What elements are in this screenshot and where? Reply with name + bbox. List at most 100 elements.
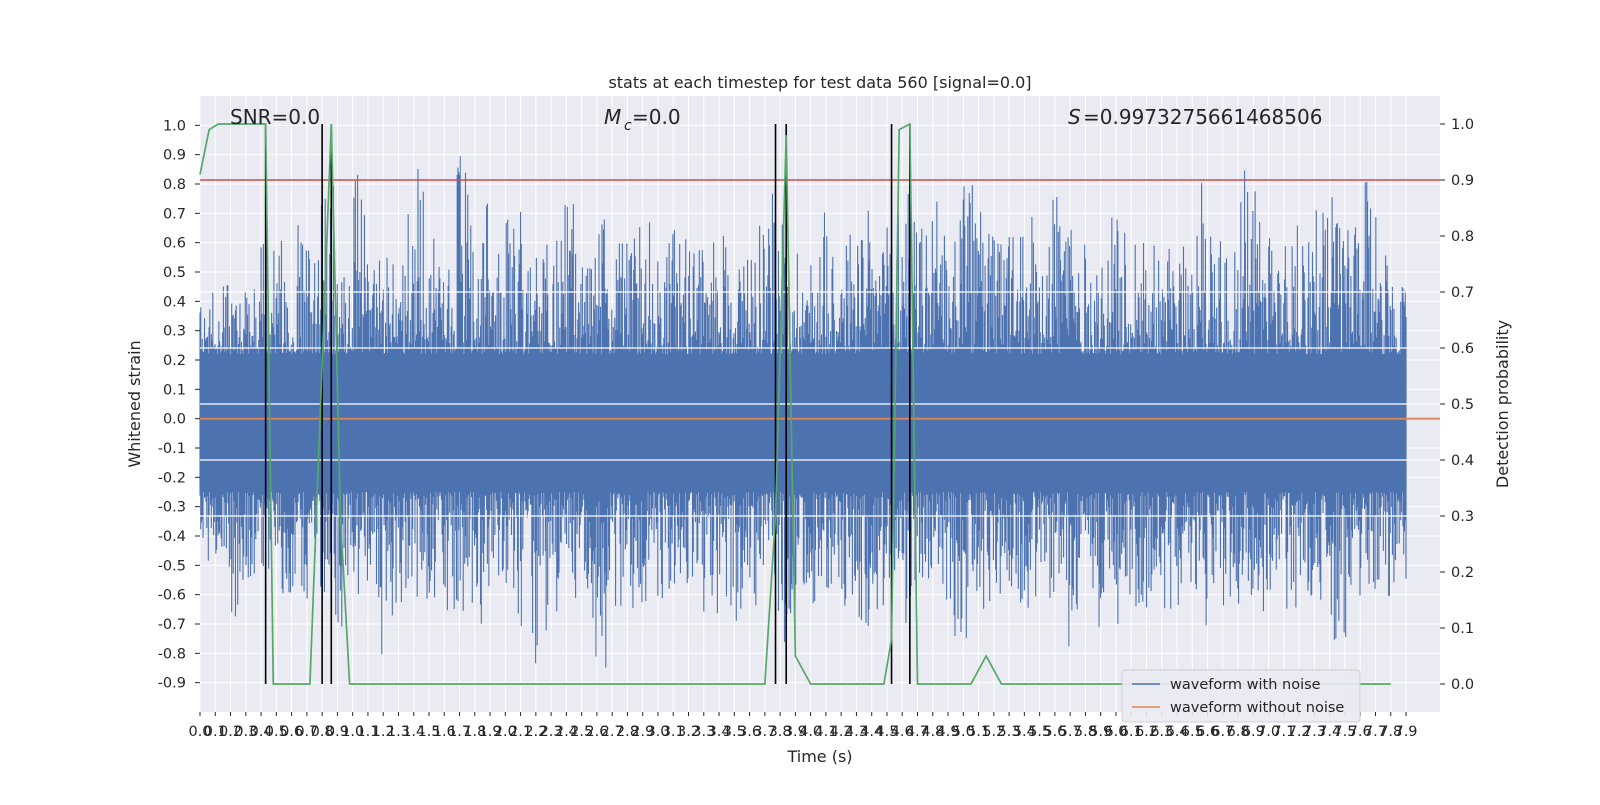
x-tick-label: 1.6 [433, 724, 456, 740]
x-tick-label: 0.1 [204, 724, 227, 740]
x-tick-label: 1.2 [372, 724, 395, 740]
y2-tick-label: 0.7 [1451, 285, 1474, 301]
y-tick-label: 0.5 [163, 265, 186, 281]
x-tick-label: 3.5 [723, 724, 746, 740]
x-tick-label: 4.1 [814, 724, 837, 740]
x-tick-label: 5.8 [1074, 724, 1097, 740]
x-tick-label: 1.7 [448, 724, 471, 740]
x-tick-label: 5.2 [982, 724, 1005, 740]
x-tick-label: 7.2 [1288, 724, 1311, 740]
x-tick-label: 2.9 [631, 724, 654, 740]
legend-label-clean: waveform without noise [1170, 700, 1344, 716]
y-tick-label: 0.9 [163, 148, 186, 164]
x-tick-label: 7.3 [1303, 724, 1326, 740]
y-axis-label: Whitened strain [125, 340, 144, 467]
x-tick-label: 4.6 [891, 724, 914, 740]
x-tick-label: 1.9 [479, 724, 502, 740]
y-tick-label: -0.3 [158, 500, 186, 516]
y-tick-label: -0.4 [158, 529, 186, 545]
x-axis: 0.00.10.20.30.40.50.60.70.80.91.01.11.21… [188, 712, 1418, 740]
x-tick-label: 2.0 [494, 724, 517, 740]
x-tick-label: 7.4 [1318, 724, 1341, 740]
y2-tick-label: 0.5 [1451, 397, 1474, 413]
x-tick-label: 4.2 [830, 724, 853, 740]
chart-title: stats at each timestep for test data 560… [608, 73, 1031, 92]
x-tick-label: 0.9 [326, 724, 349, 740]
x-tick-label: 4.3 [845, 724, 868, 740]
x-tick-label: 1.3 [387, 724, 410, 740]
x-tick-label: 5.5 [1028, 724, 1051, 740]
x-tick-label: 5.3 [998, 724, 1021, 740]
x-tick-label: 6.9 [1242, 724, 1265, 740]
x-tick-label: 3.4 [708, 724, 731, 740]
x-tick-label: 0.4 [250, 724, 273, 740]
svg-text:M: M [604, 105, 621, 129]
x-tick-label: 5.9 [1089, 724, 1112, 740]
y-axis-right: 0.0 0.1 0.2 0.3 0.4 0.5 0.6 0.7 0.8 0.9 1.0 [1440, 117, 1474, 693]
x-tick-label: 5.6 [1043, 724, 1066, 740]
x-tick-label: 1.5 [417, 724, 440, 740]
x-tick-label: 5.0 [952, 724, 975, 740]
y2-tick-label: 0.0 [1451, 677, 1474, 693]
y2-tick-label: 0.2 [1451, 565, 1474, 581]
svg-text:S: S [1068, 105, 1081, 129]
x-tick-label: 1.0 [341, 724, 364, 740]
y2-tick-label: 0.8 [1451, 229, 1474, 245]
x-tick-label: 0.8 [311, 724, 334, 740]
chirp-mass-value: =0.0 [632, 105, 681, 129]
chirp-mass-annotation: M c =0.0 [604, 105, 681, 134]
y2-tick-label: 1.0 [1451, 117, 1474, 133]
x-tick-label: 2.2 [524, 724, 547, 740]
y-tick-label: -0.1 [158, 441, 186, 457]
score-annotation: S =0.9973275661468506 [1068, 105, 1322, 129]
score-value: =0.9973275661468506 [1083, 105, 1322, 129]
snr-annotation: SNR=0.0 [230, 105, 320, 129]
x-tick-label: 2.5 [570, 724, 593, 740]
x-tick-label: 4.9 [936, 724, 959, 740]
x-tick-label: 3.7 [753, 724, 776, 740]
y-tick-label: -0.7 [158, 617, 186, 633]
x-tick-label: 3.8 [769, 724, 792, 740]
x-tick-label: 4.5 [875, 724, 898, 740]
x-tick-label: 6.2 [1135, 724, 1158, 740]
y2-tick-label: 0.6 [1451, 341, 1474, 357]
y-tick-label: 0.0 [163, 412, 186, 428]
x-tick-label: 3.2 [677, 724, 700, 740]
y2-axis-label: Detection probability [1493, 320, 1512, 488]
right-grid-layer [200, 291, 1440, 517]
x-tick-label: 0.6 [280, 724, 303, 740]
x-axis-label: Time (s) [786, 747, 852, 766]
x-tick-label: 5.4 [1013, 724, 1036, 740]
y-tick-label: -0.2 [158, 470, 186, 486]
detection-probability-line [199, 122, 1391, 685]
x-tick-label: 2.8 [616, 724, 639, 740]
x-tick-label: 7.8 [1379, 724, 1402, 740]
x-tick-label: 0.5 [265, 724, 288, 740]
x-tick-label: 0.3 [234, 724, 257, 740]
y-tick-label: 0.6 [163, 236, 186, 252]
y-axis-left: -0.9 -0.8 -0.7 -0.6 -0.5 -0.4 -0.3 -0.2 -0.1 0.0 0… [158, 118, 200, 692]
x-tick-label: 6.5 [1181, 724, 1204, 740]
x-tick-label: 7.5 [1333, 724, 1356, 740]
x-tick-label: 6.0 [1104, 724, 1127, 740]
x-tick-label: 1.1 [356, 724, 379, 740]
y-tick-label: 1.0 [163, 118, 186, 134]
x-tick-label: 6.4 [1165, 724, 1188, 740]
x-tick-label: 7.9 [1394, 724, 1417, 740]
x-tick-label: 6.7 [1211, 724, 1234, 740]
y-tick-label: -0.9 [158, 676, 186, 692]
x-tick-label: 2.6 [585, 724, 608, 740]
y2-tick-label: 0.9 [1451, 173, 1474, 189]
x-tick-label: 1.4 [402, 724, 425, 740]
x-tick-label: 1.8 [463, 724, 486, 740]
x-tick-label: 2.1 [509, 724, 532, 740]
legend: waveform with noise waveform without noi… [1121, 669, 1361, 723]
y-tick-label: 0.4 [163, 294, 186, 310]
x-tick-label: 4.7 [906, 724, 929, 740]
x-tick-label: 3.1 [662, 724, 685, 740]
x-tick-label: 7.0 [1257, 724, 1280, 740]
y-tick-label: 0.7 [163, 206, 186, 222]
x-tick-label: 6.6 [1196, 724, 1219, 740]
svg-text:c: c [624, 118, 632, 134]
